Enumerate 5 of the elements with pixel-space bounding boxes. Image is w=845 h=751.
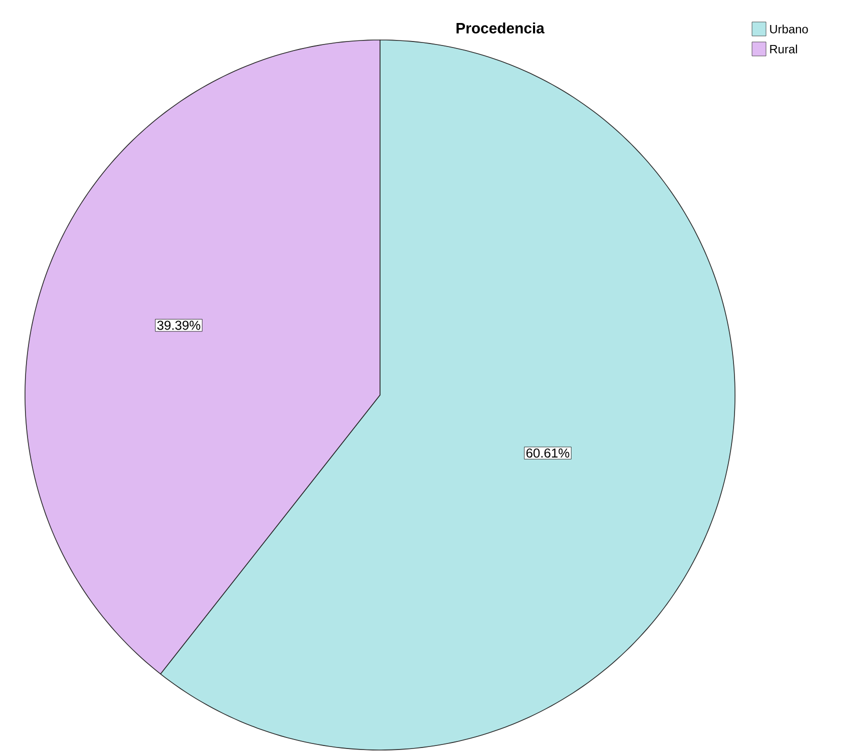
chart-title: Procedencia <box>456 22 545 34</box>
data-label: 60.61% <box>526 448 570 458</box>
legend-label: Rural <box>770 44 797 54</box>
legend-label: Urbano <box>770 24 808 34</box>
data-label: 39.39% <box>157 320 200 330</box>
